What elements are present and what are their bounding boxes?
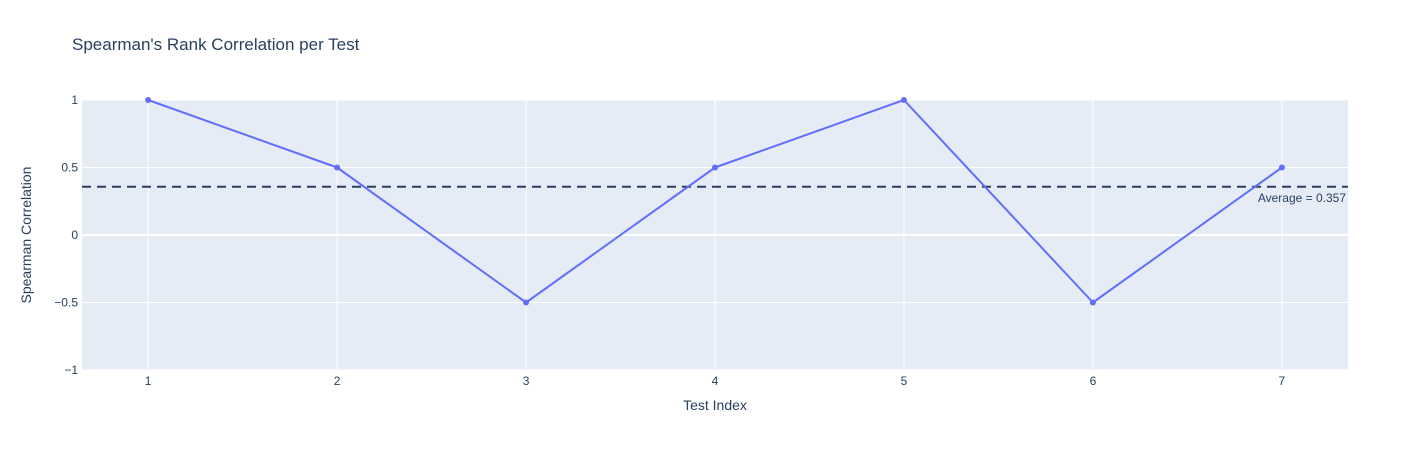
x-tick-label: 7 [1279,374,1286,388]
data-point[interactable] [523,299,530,306]
series-group [145,97,1285,306]
reference-line-group: Average = 0.357 [82,185,1348,205]
chart-title: Spearman's Rank Correlation per Test [72,35,360,54]
y-tick-label: −0.5 [54,296,78,310]
y-tick-label: 0 [71,228,78,242]
y-tick-label: 0.5 [61,161,78,175]
x-tick-label: 1 [145,374,152,388]
data-point[interactable] [900,97,907,103]
y-tick-label: −1 [64,363,78,377]
average-annotation: Average = 0.357 [1258,191,1347,205]
data-point[interactable] [1089,299,1096,306]
x-tick-label: 2 [334,374,341,388]
x-axis-title: Test Index [683,397,747,413]
data-point[interactable] [712,164,718,171]
data-point[interactable] [1278,164,1285,171]
x-tick-label: 4 [712,374,719,388]
y-axis-title: Spearman Correlation [18,167,34,304]
grid-lines [82,99,1348,371]
data-point[interactable] [334,164,341,171]
x-tick-label: 6 [1090,374,1097,388]
data-point[interactable] [145,97,152,103]
x-tick-label: 5 [901,374,908,388]
tick-labels: 1 2 3 4 5 6 7 1 0.5 0 −0.5 −1 [54,93,1285,388]
y-tick-label: 1 [71,93,78,107]
x-tick-label: 3 [523,374,530,388]
